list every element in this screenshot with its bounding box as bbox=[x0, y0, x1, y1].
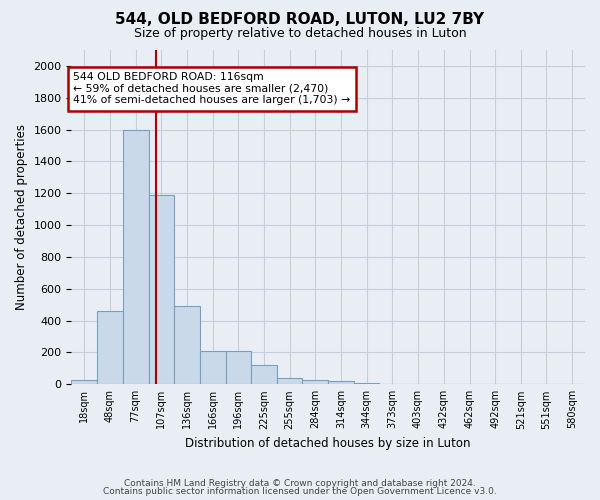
Bar bbox=[174, 306, 200, 384]
Bar bbox=[226, 351, 251, 384]
Bar bbox=[97, 311, 122, 384]
Bar bbox=[302, 380, 328, 384]
Text: Contains HM Land Registry data © Crown copyright and database right 2024.: Contains HM Land Registry data © Crown c… bbox=[124, 478, 476, 488]
Text: Contains public sector information licensed under the Open Government Licence v3: Contains public sector information licen… bbox=[103, 487, 497, 496]
Bar bbox=[149, 195, 174, 384]
Text: 544, OLD BEDFORD ROAD, LUTON, LU2 7BY: 544, OLD BEDFORD ROAD, LUTON, LU2 7BY bbox=[115, 12, 485, 28]
Bar bbox=[122, 130, 149, 384]
Bar bbox=[277, 378, 302, 384]
Text: 544 OLD BEDFORD ROAD: 116sqm
← 59% of detached houses are smaller (2,470)
41% of: 544 OLD BEDFORD ROAD: 116sqm ← 59% of de… bbox=[73, 72, 350, 106]
Bar bbox=[328, 381, 354, 384]
Bar bbox=[251, 365, 277, 384]
X-axis label: Distribution of detached houses by size in Luton: Distribution of detached houses by size … bbox=[185, 437, 471, 450]
Text: Size of property relative to detached houses in Luton: Size of property relative to detached ho… bbox=[134, 28, 466, 40]
Bar bbox=[200, 351, 226, 384]
Bar bbox=[354, 382, 379, 384]
Y-axis label: Number of detached properties: Number of detached properties bbox=[15, 124, 28, 310]
Bar bbox=[71, 380, 97, 384]
